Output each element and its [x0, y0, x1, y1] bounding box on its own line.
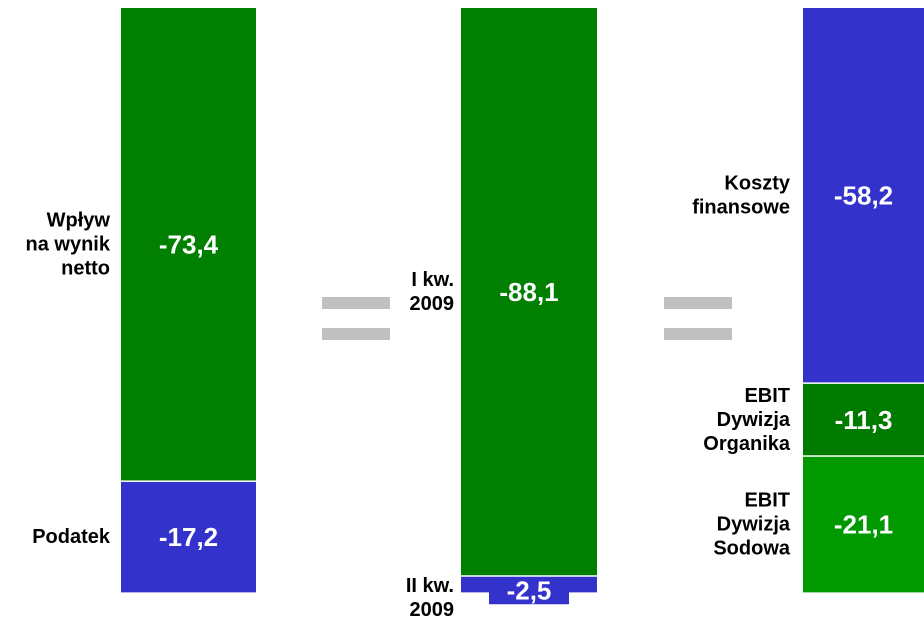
category-label: Podatek	[32, 526, 111, 548]
bar-segment	[121, 481, 256, 593]
segment-divider	[803, 382, 924, 384]
segment-divider	[803, 455, 924, 457]
category-label: II kw. 2009	[406, 575, 454, 621]
bar-segment	[803, 383, 924, 457]
segment-divider	[461, 575, 597, 577]
value-label-tab	[489, 577, 569, 605]
equals-sign	[322, 297, 390, 340]
bar-segment	[803, 8, 924, 384]
category-label: EBIT Dywizja Organika	[703, 385, 791, 455]
category-label: Koszty finansowe	[692, 173, 791, 219]
category-label: Wpływ na wynik netto	[26, 210, 111, 280]
bar-segment	[461, 8, 597, 577]
bar-segment	[803, 456, 924, 593]
data-label: -2,5	[507, 576, 552, 606]
category-label: I kw. 2009	[410, 269, 455, 315]
data-label: -58,2	[834, 181, 893, 211]
data-label: -17,2	[159, 522, 218, 552]
data-label: -73,4	[159, 230, 219, 260]
segment-divider	[121, 480, 256, 482]
category-label: EBIT Dywizja Sodowa	[713, 489, 791, 559]
data-label: -21,1	[834, 509, 893, 539]
data-label: -88,1	[499, 277, 558, 307]
bar-segment	[121, 8, 256, 482]
equals-sign	[664, 297, 732, 340]
data-label: -11,3	[835, 405, 893, 435]
